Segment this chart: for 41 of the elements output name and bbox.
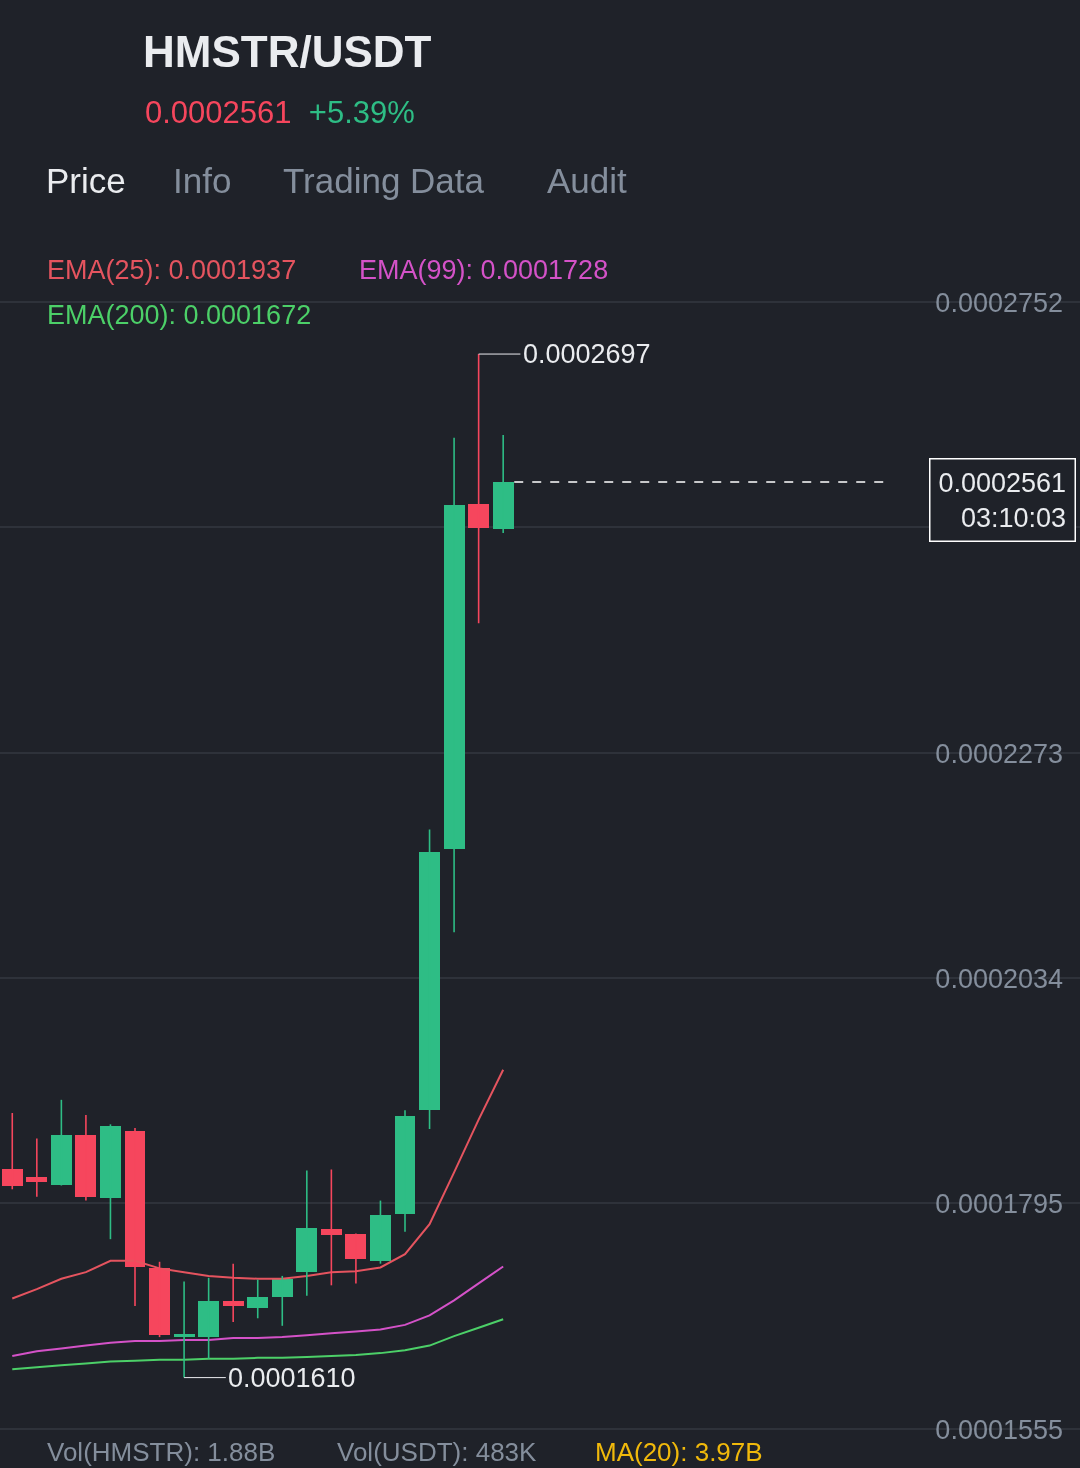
candlestick	[345, 1232, 366, 1285]
text: EMA(99): 0.0001728	[359, 255, 609, 285]
candlestick	[223, 1262, 244, 1323]
candlestick	[100, 1123, 121, 1240]
candlestick	[75, 1114, 96, 1202]
annotation: Price	[46, 161, 126, 200]
annotation: Vol(USDT): 483K	[337, 1437, 538, 1467]
candlestick	[149, 1260, 170, 1338]
candlestick	[2, 1112, 23, 1191]
candlestick	[26, 1137, 47, 1198]
y-tick-label: 0.0001795	[935, 1188, 1063, 1219]
candlestick	[395, 1109, 415, 1233]
y-tick-label: 0.0002034	[935, 963, 1063, 994]
annotation: 0.0002697	[523, 339, 651, 369]
candlestick	[370, 1199, 391, 1265]
annotation: MA(20): 3.97B	[595, 1437, 763, 1467]
annotation: Info	[173, 161, 232, 200]
annotation: Trading Data	[283, 161, 485, 200]
candlestick	[468, 353, 489, 625]
candlestick	[51, 1099, 72, 1187]
y-tick-label: 0.0002752	[935, 287, 1063, 318]
ref-line-label: 0.0002561 03:10:03	[938, 467, 1067, 533]
text: EMA(25): 0.0001937	[47, 255, 297, 285]
annotation: 0.0001610	[228, 1363, 356, 1393]
line-series	[11, 1265, 505, 1357]
candlestick	[493, 434, 514, 534]
y-tick-label: 0.0001555	[935, 1414, 1063, 1445]
y-tick-label: 0.0002273	[935, 738, 1063, 769]
candlestick	[174, 1280, 195, 1379]
annotation: Audit	[547, 161, 628, 200]
candlestick	[444, 437, 465, 934]
candlestick	[296, 1169, 317, 1297]
line-series	[11, 1068, 505, 1300]
text: HMSTR/USDT	[143, 27, 432, 77]
candlestick	[419, 828, 440, 1130]
text: 0.0002561 +5.39%	[145, 95, 415, 130]
candlestick	[247, 1278, 268, 1320]
candlestick	[198, 1276, 219, 1360]
annotation: Vol(HMSTR): 1.88B	[47, 1437, 276, 1467]
text: EMA(200): 0.0001672	[47, 300, 312, 330]
candlestick	[321, 1168, 342, 1287]
